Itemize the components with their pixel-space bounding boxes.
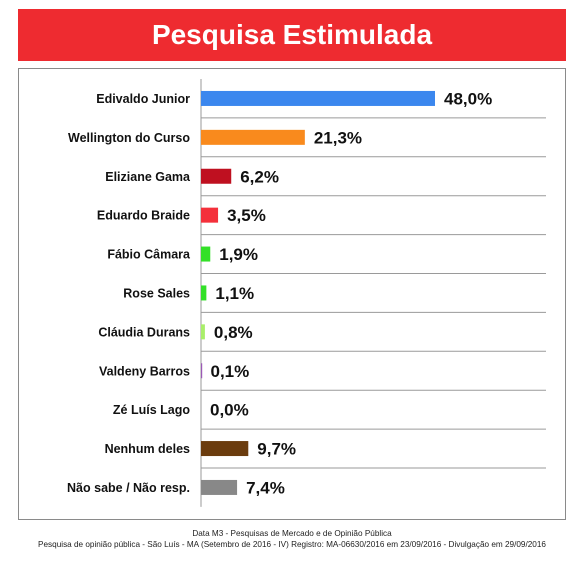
category-label: Cláudia Durans: [98, 325, 190, 339]
bar-9: [201, 441, 249, 457]
category-label: Não sabe / Não resp.: [67, 481, 190, 495]
data-label: 7,4%: [246, 478, 285, 497]
data-label: 1,1%: [215, 284, 254, 303]
category-label: Rose Sales: [123, 286, 190, 300]
bar-5: [201, 285, 207, 301]
data-label: 0,8%: [214, 323, 253, 342]
chart-frame: Edivaldo Junior 48,0% Wellington do Curso 2…: [18, 68, 566, 520]
footer-source: Data M3 - Pesquisas de Mercado e de Opin…: [192, 529, 392, 538]
category-label: Wellington do Curso: [68, 131, 190, 145]
chart-title-banner: Pesquisa Estimulada: [18, 9, 566, 61]
bar-chart: Edivaldo Junior 48,0% Wellington do Curso 2…: [67, 79, 546, 507]
bar-3: [201, 207, 219, 223]
data-label: 6,2%: [240, 167, 279, 186]
data-label: 21,3%: [314, 128, 362, 147]
chart-title: Pesquisa Estimulada: [151, 19, 433, 50]
data-label: 1,9%: [219, 245, 258, 264]
footer-registration: Pesquisa de opinião pública - São Luís -…: [38, 540, 546, 549]
bar-6: [201, 324, 205, 340]
data-label: 48,0%: [444, 89, 492, 108]
data-label: 3,5%: [227, 206, 266, 225]
category-label: Eduardo Braide: [97, 209, 190, 223]
data-label: 0,1%: [210, 362, 249, 381]
data-label: 0,0%: [210, 401, 249, 420]
bar-7: [201, 363, 203, 379]
bar-0: [201, 90, 435, 106]
category-label: Fábio Câmara: [107, 248, 191, 262]
category-label: Edivaldo Junior: [96, 92, 190, 106]
category-label: Nenhum deles: [105, 442, 190, 456]
bar-10: [201, 479, 238, 495]
footer: Data M3 - Pesquisas de Mercado e de Opin…: [0, 528, 584, 550]
category-label: Zé Luís Lago: [113, 403, 190, 417]
bar-1: [201, 129, 305, 145]
bar-2: [201, 168, 232, 184]
category-label: Eliziane Gama: [105, 170, 191, 184]
category-label: Valdeny Barros: [99, 364, 190, 378]
data-label: 9,7%: [257, 440, 296, 459]
bar-4: [201, 246, 211, 262]
